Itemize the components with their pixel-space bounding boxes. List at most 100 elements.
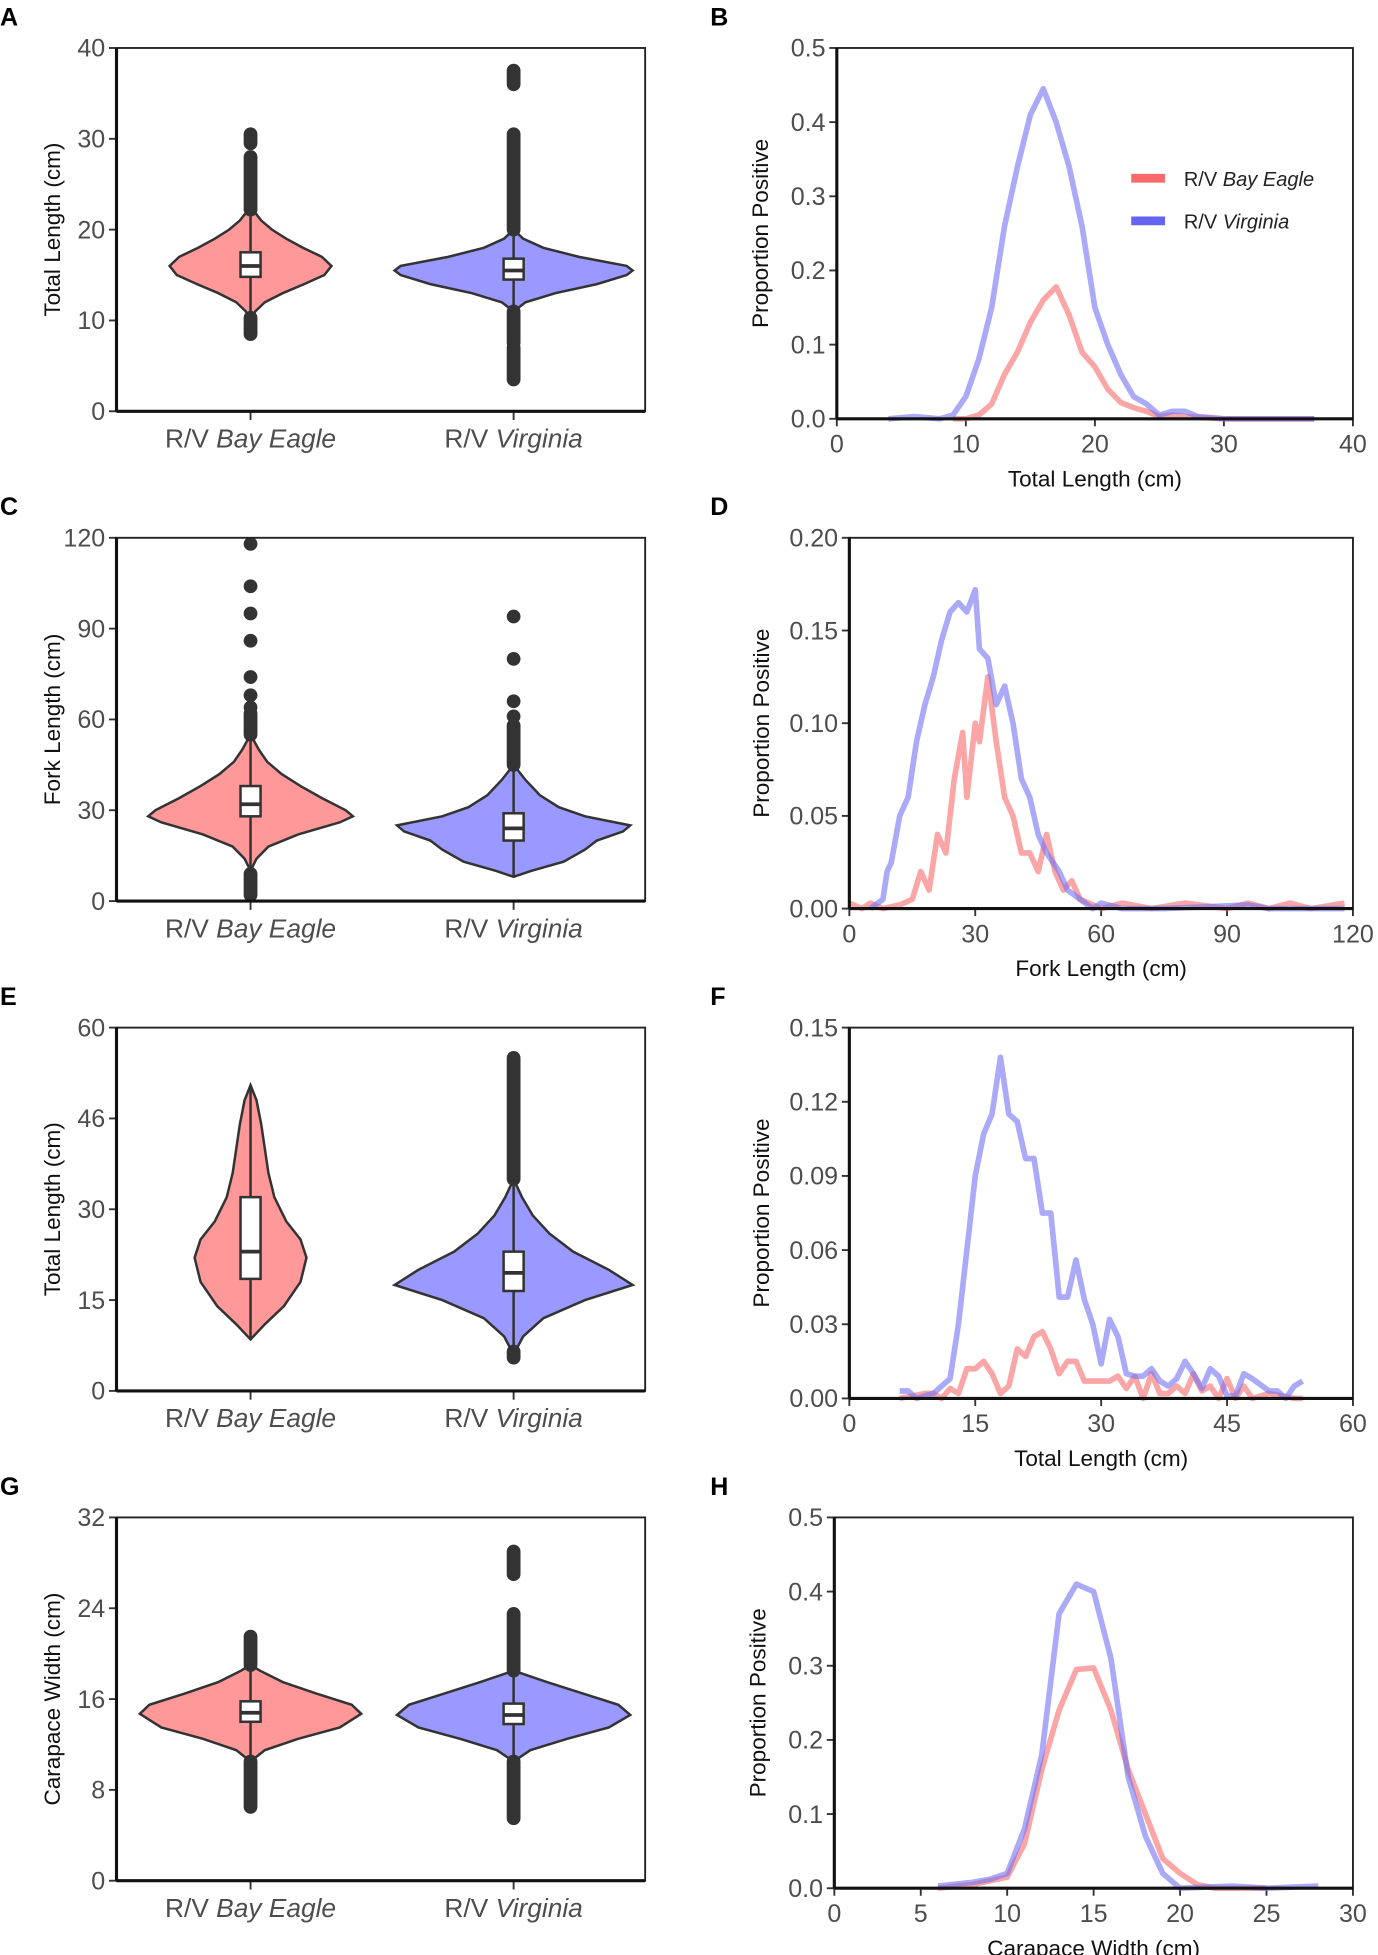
x-tick-label: 20 xyxy=(1166,1900,1194,1928)
category-name: Bay Eagle xyxy=(216,424,336,454)
legend-label: R/V Virginia xyxy=(1184,211,1289,233)
space xyxy=(209,1893,216,1923)
panel-label: D xyxy=(710,493,728,521)
category-label: R/V Virginia xyxy=(444,1893,582,1923)
space xyxy=(488,913,495,943)
x-tick-label: 10 xyxy=(993,1900,1021,1928)
y-tick-label: 0.06 xyxy=(789,1237,838,1265)
y-tick-label: 0.3 xyxy=(791,183,826,211)
category-name: Virginia xyxy=(496,1893,583,1923)
x-tick-label: 20 xyxy=(1081,431,1109,459)
y-tick-label: 0.2 xyxy=(791,257,826,285)
y-tick-label: 0.4 xyxy=(791,109,826,137)
panel-G: G 0 8 16 24 32 Carapace Width (cm) R/V Bay Eagl… xyxy=(0,1473,647,1923)
y-tick-label: 0.0 xyxy=(791,406,826,434)
x-tick-label: 15 xyxy=(961,1410,989,1438)
category-name: Bay Eagle xyxy=(216,1893,336,1923)
y-axis-title: Total Length (cm) xyxy=(40,1122,65,1296)
series-line-virginia xyxy=(899,1054,1305,1402)
y-tick-label: 16 xyxy=(77,1686,105,1714)
series-line-virginia xyxy=(868,586,1345,912)
x-tick-label: 5 xyxy=(914,1900,928,1928)
series-line-bay-eagle xyxy=(899,1328,1303,1402)
y-tick-label: 30 xyxy=(77,797,105,825)
box xyxy=(239,784,262,818)
x-tick-label: 90 xyxy=(1213,920,1241,948)
y-tick-label: 30 xyxy=(77,1196,105,1224)
y-tick-label: 0.10 xyxy=(789,710,838,738)
space xyxy=(209,1403,216,1433)
y-tick-label: 10 xyxy=(77,307,105,335)
x-tick-label: 30 xyxy=(1087,1410,1115,1438)
x-tick-label: 40 xyxy=(1339,431,1367,459)
category-name: Virginia xyxy=(496,1403,583,1433)
panel-B: B 0.0 0.1 0.2 0.3 0.4 0.5 Proportion Positive 0 1… xyxy=(710,3,1367,491)
series-line-bay-eagle xyxy=(848,674,1346,912)
panel-C: C 0 30 60 90 120 Fork Length (cm) R/V Bay Eagle… xyxy=(0,493,647,943)
x-tick-label: 0 xyxy=(830,431,844,459)
y-axis-title: Fork Length (cm) xyxy=(40,634,65,806)
y-tick-label: 30 xyxy=(77,126,105,154)
category-name: Bay Eagle xyxy=(216,1403,336,1433)
y-tick-label: 0.03 xyxy=(789,1311,838,1339)
x-tick-label: 15 xyxy=(1080,1900,1108,1928)
space xyxy=(488,1893,495,1923)
y-axis-title: Proportion Positive xyxy=(748,139,773,328)
x-axis-title: Total Length (cm) xyxy=(1014,1446,1188,1471)
y-tick-label: 0 xyxy=(91,398,105,426)
x-tick-label: 60 xyxy=(1087,920,1115,948)
x-axis-title: Total Length (cm) xyxy=(1008,466,1182,491)
y-tick-label: 20 xyxy=(77,216,105,244)
y-tick-label: 0.2 xyxy=(788,1727,823,1755)
x-tick-label: 30 xyxy=(1339,1900,1367,1928)
y-tick-label: 0.00 xyxy=(789,1385,838,1413)
y-tick-label: 120 xyxy=(63,525,105,553)
y-tick-label: 0 xyxy=(91,1378,105,1406)
legend-name: Bay Eagle xyxy=(1223,169,1314,191)
series-line-virginia xyxy=(888,85,1315,422)
category-label: R/V Virginia xyxy=(444,424,582,454)
category-label: R/V Virginia xyxy=(444,913,582,943)
plot-frame xyxy=(115,47,647,413)
category-name: Bay Eagle xyxy=(216,913,336,943)
x-tick-label: 30 xyxy=(961,920,989,948)
series-line-bay-eagle xyxy=(952,283,1315,422)
y-tick-label: 8 xyxy=(91,1777,105,1805)
x-tick-label: 0 xyxy=(827,1900,841,1928)
category-prefix: R/V xyxy=(444,913,488,943)
category-label: R/V Bay Eagle xyxy=(165,1403,336,1433)
category-prefix: R/V xyxy=(444,1893,488,1923)
x-tick-label: 10 xyxy=(952,431,980,459)
y-tick-label: 0.1 xyxy=(788,1801,823,1829)
category-label: R/V Bay Eagle xyxy=(165,913,336,943)
y-tick-label: 0.5 xyxy=(791,35,826,63)
y-tick-label: 40 xyxy=(77,35,105,63)
x-tick-label: 25 xyxy=(1253,1900,1281,1928)
panel-label: E xyxy=(0,983,17,1011)
x-axis-title: Carapace Width (cm) xyxy=(987,1936,1200,1955)
panel-label: F xyxy=(710,983,725,1011)
plot-frame xyxy=(848,1026,1354,1400)
y-tick-label: 0.12 xyxy=(789,1089,838,1117)
panel-E: E 0 15 30 46 60 Total Length (cm) R/V Bay Eagle… xyxy=(0,983,647,1433)
y-tick-label: 0.05 xyxy=(789,803,838,831)
y-tick-label: 0.0 xyxy=(788,1875,823,1903)
panel-A: A 0 10 20 30 40 Total Length (cm) R/V Bay Eagle… xyxy=(0,3,647,454)
category-prefix: R/V xyxy=(444,1403,488,1433)
category-label: R/V Virginia xyxy=(444,1403,582,1433)
y-axis-title: Carapace Width (cm) xyxy=(40,1593,65,1806)
category-name: Virginia xyxy=(496,913,583,943)
legend-label: R/V Bay Eagle xyxy=(1184,169,1314,191)
y-tick-label: 32 xyxy=(77,1504,105,1532)
y-tick-label: 60 xyxy=(77,1014,105,1042)
y-tick-label: 0.09 xyxy=(789,1163,838,1191)
category-prefix: R/V xyxy=(444,424,488,454)
legend-prefix: R/V xyxy=(1184,169,1218,191)
panel-label: H xyxy=(710,1473,728,1501)
plot-frame xyxy=(115,1026,647,1392)
space xyxy=(488,1403,495,1433)
legend-name: Virginia xyxy=(1223,211,1289,233)
panel-label: C xyxy=(0,493,18,521)
space xyxy=(488,424,495,454)
